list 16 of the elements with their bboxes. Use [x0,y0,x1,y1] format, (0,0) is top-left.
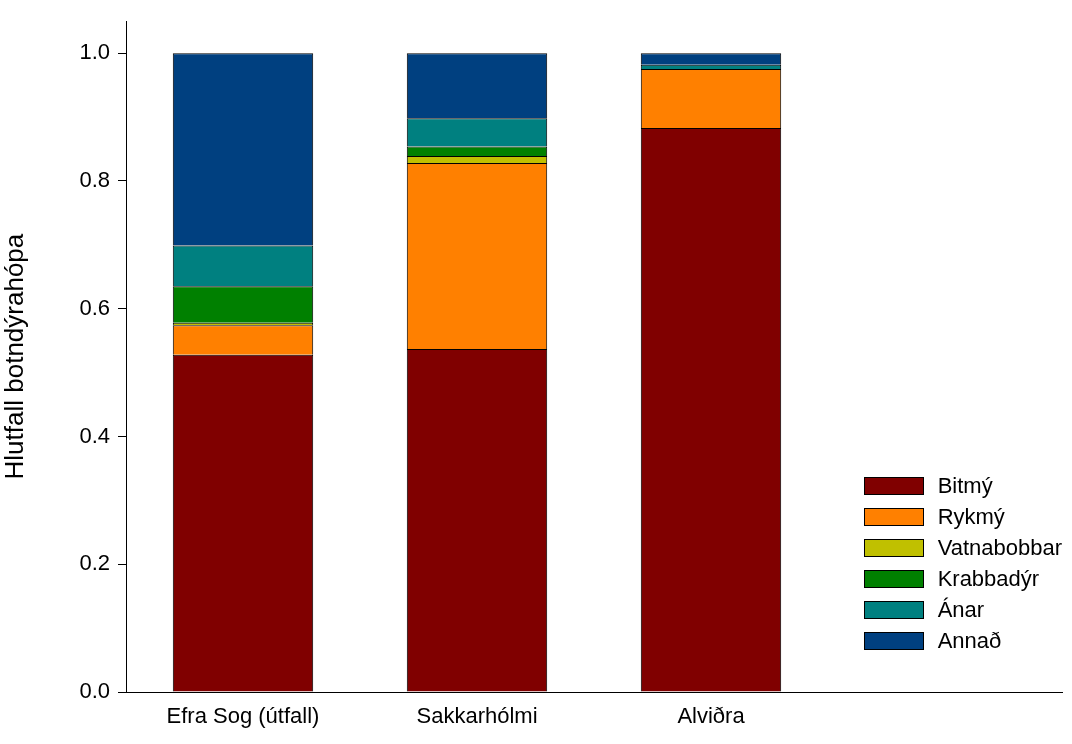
y-tick-label: 0.8 [79,166,110,192]
y-tick-label: 0.4 [79,422,110,448]
legend-label: Krabbadýr [937,565,1040,592]
x-tick-label: Alviðra [677,703,746,729]
y-tick-label: 0.0 [79,678,110,704]
y-axis-title: Hlutfall botndýrahópa [0,233,29,480]
y-tick-label: 0.6 [79,294,110,320]
legend-label: Ánar [937,596,985,623]
y-tick-label: 1.0 [79,39,110,65]
legend-label: Annað [937,627,1002,654]
legend-label: Vatnabobbar [937,534,1062,561]
legend-label: Rykmý [937,503,1005,530]
y-tick-label: 0.2 [79,550,110,576]
legend-label: Bitmý [937,472,993,499]
x-tick-label: Efra Sog (útfall) [166,703,320,729]
x-tick-label: Sakkarhólmi [416,703,538,729]
